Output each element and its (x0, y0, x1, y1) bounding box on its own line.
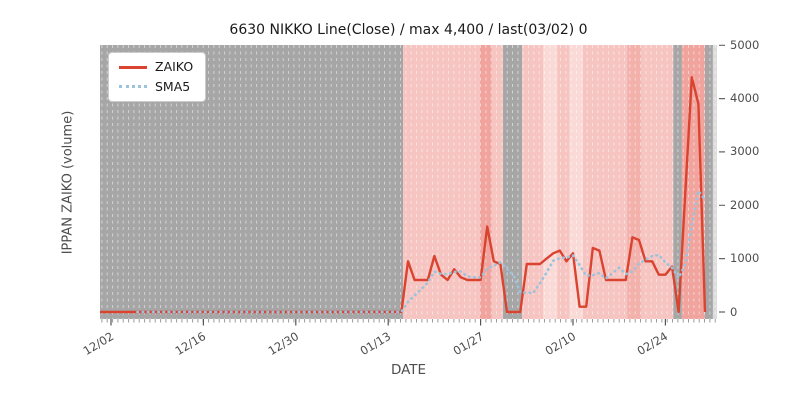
y-tick-label: 5000 (730, 37, 760, 52)
gridlines (101, 45, 716, 319)
y-tick-label: 1000 (730, 251, 760, 266)
background-band (627, 45, 641, 319)
legend: ZAIKO SMA5 (108, 52, 207, 102)
chart-title: 6630 NIKKO Line(Close) / max 4,400 / las… (229, 22, 588, 38)
legend-item-sma5: SMA5 (119, 78, 193, 94)
y-ticks (719, 44, 725, 313)
legend-item-zaiko: ZAIKO (119, 59, 194, 74)
background-band (491, 45, 504, 319)
y-tick-label: 3000 (730, 144, 760, 159)
y-tick-label: 4000 (730, 91, 760, 106)
y-tick-label: 0 (730, 304, 738, 319)
background-band (557, 45, 570, 319)
zaiko-line-swatch-icon (119, 65, 147, 69)
background-band (522, 45, 544, 319)
legend-label-sma5: SMA5 (155, 78, 191, 94)
y-tick-label: 2000 (730, 197, 760, 212)
x-axis-label: DATE (390, 362, 427, 378)
x-minor-ticks (101, 319, 716, 323)
sma5-line-swatch-icon (119, 85, 147, 89)
background-band (705, 45, 713, 319)
x-major-ticks (110, 319, 666, 326)
sma5-line (136, 189, 707, 314)
legend-label-zaiko: ZAIKO (155, 59, 194, 74)
